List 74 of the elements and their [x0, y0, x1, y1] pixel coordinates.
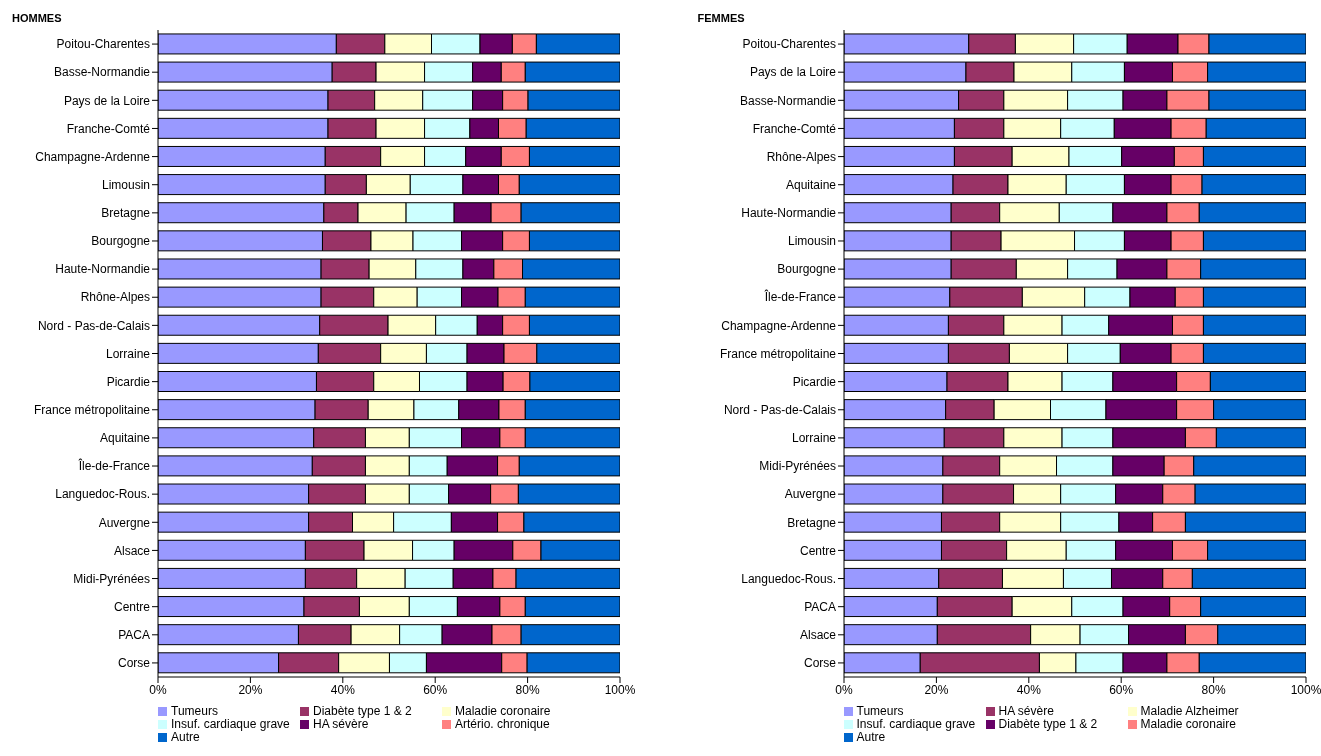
y-tick-label: Bourgogne [91, 234, 151, 249]
y-tick-label: Aquitaine [785, 177, 836, 192]
y-tick-label: Franche-Comté [752, 121, 836, 136]
y-tick-label: Pays de la Loire [749, 65, 836, 80]
y-tick-label: Centre [113, 599, 151, 614]
legend-label: Maladie Alzheimer [1140, 704, 1239, 718]
y-tick-label: Champagne-Ardenne [720, 318, 836, 333]
y-tick-label: Rhône-Alpes [80, 290, 150, 305]
y-tick-label: Languedoc-Rous. [55, 487, 150, 502]
y-tick-label: France métropolitaine [719, 346, 836, 361]
legend-label: Autre [856, 730, 886, 744]
y-tick-label: Lorraine [791, 431, 836, 446]
y-tick-label: Nord - Pas-de-Calais [723, 403, 836, 418]
y-tick-label: Picardie [106, 374, 151, 389]
y-tick-label: Auvergne [784, 487, 836, 502]
x-tick-label: 20% [923, 682, 949, 697]
x-tick-label: 20% [238, 682, 263, 697]
text: FEMMES [697, 12, 745, 24]
legend-label: HA sévère [998, 704, 1054, 718]
y-tick-label: Franche-Comté [66, 121, 151, 136]
x-tick-label: 0% [834, 682, 853, 697]
x-tick-label: 80% [515, 682, 540, 697]
legend-label: Maladie coronaire [1140, 717, 1236, 731]
legend-label: Tumeurs [856, 704, 904, 718]
y-tick-label: Basse-Normandie [53, 65, 151, 80]
legend-label: Insuf. cardiaque grave [856, 717, 976, 731]
y-tick-label: Picardie [792, 374, 836, 389]
y-tick-label: Champagne-Ardenne [35, 149, 151, 164]
y-tick-label: Poitou-Charentes [56, 37, 150, 52]
y-tick-label: Limousin [101, 177, 150, 192]
y-tick-label: Midi-Pyrénées [758, 459, 836, 474]
y-tick-label: Bretagne [786, 515, 836, 530]
y-tick-label: Poitou-Charentes [742, 37, 836, 52]
y-tick-label: Midi-Pyrénées [73, 571, 150, 586]
legend-label: Insuf. cardiaque grave [171, 717, 290, 731]
y-tick-label: Lorraine [105, 346, 151, 361]
y-tick-label: Haute-Normandie [740, 206, 836, 221]
y-tick-label: France métropolitaine [33, 403, 151, 418]
y-tick-label: Alsace [113, 543, 151, 558]
y-tick-label: Haute-Normandie [55, 262, 151, 277]
y-tick-label: Alsace [799, 628, 836, 643]
x-tick-label: 0% [149, 682, 167, 697]
y-tick-label: Languedoc-Rous. [740, 571, 836, 586]
y-tick-label: Auvergne [98, 515, 151, 530]
y-tick-label: Corse [117, 656, 151, 671]
legend-label: Diabète type 1 & 2 [998, 717, 1098, 731]
y-tick-label: Rhône-Alpes [766, 149, 836, 164]
x-tick-label: 60% [423, 682, 448, 697]
legend-label: Maladie coronaire [455, 704, 551, 718]
x-tick-label: 100% [1290, 682, 1321, 697]
y-tick-label: Basse-Normandie [739, 93, 836, 108]
y-tick-label: Nord - Pas-de-Calais [37, 318, 150, 333]
y-tick-label: Île-de-France [763, 289, 836, 305]
x-tick-label: 80% [1201, 682, 1226, 697]
legend-label: Diabète type 1 & 2 [313, 704, 412, 718]
y-tick-label: Bourgogne [776, 262, 836, 277]
y-tick-label: Centre [799, 543, 836, 558]
text: HOMMES [12, 12, 62, 24]
y-tick-label: Corse [803, 656, 836, 671]
y-tick-label: Bretagne [101, 206, 151, 221]
y-tick-label: Limousin [787, 234, 836, 249]
x-tick-label: 60% [1108, 682, 1134, 697]
x-tick-label: 100% [604, 682, 636, 697]
legend-label: Artério. chronique [455, 717, 550, 731]
legend-label: HA sévère [313, 717, 369, 731]
legend-label: Autre [171, 730, 200, 744]
y-tick-label: Île-de-France [77, 458, 151, 474]
y-tick-label: PACA [803, 599, 836, 614]
y-tick-label: Aquitaine [99, 431, 151, 446]
x-tick-label: 40% [330, 682, 356, 697]
y-tick-label: PACA [118, 628, 150, 643]
x-tick-label: 40% [1016, 682, 1041, 697]
legend-label: Tumeurs [171, 704, 218, 718]
y-tick-label: Pays de la Loire [63, 93, 151, 108]
